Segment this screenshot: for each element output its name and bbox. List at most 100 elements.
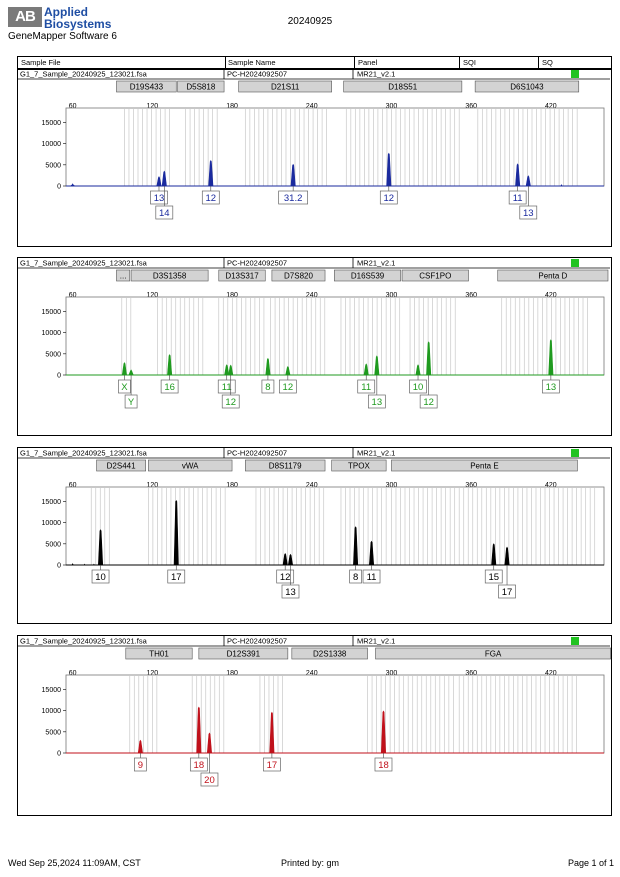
locus-label: D3S1358 [153, 272, 187, 281]
allele-call-label: 16 [164, 382, 175, 393]
allele-call-label: 12 [283, 382, 294, 393]
x-tick-label: 60 [69, 670, 77, 677]
column-divider [459, 57, 460, 69]
sample-name: PC-H2024092507 [227, 259, 287, 268]
allele-call-label: 13 [546, 382, 557, 393]
allele-call-label: 18 [378, 760, 389, 771]
y-tick-label: 5000 [45, 162, 61, 169]
locus-label: D21S11 [271, 83, 300, 92]
allele-call-label: 11 [222, 382, 232, 393]
locus-label: D8S1179 [269, 462, 302, 471]
signal-peak [287, 553, 294, 566]
y-tick-label: 0 [57, 184, 61, 191]
locus-label: D18S51 [388, 83, 417, 92]
signal-peak [374, 355, 380, 376]
x-tick-label: 180 [226, 292, 238, 299]
allele-call-label: 13 [372, 397, 383, 408]
locus-box [96, 459, 147, 472]
x-tick-label: 60 [69, 482, 77, 489]
brand-name: Applied Biosystems [44, 6, 111, 30]
signal-peak [265, 357, 271, 376]
locus-label: D2S441 [107, 462, 136, 471]
locus-box [474, 80, 580, 93]
column-divider [538, 57, 539, 69]
x-tick-label: 120 [147, 482, 159, 489]
signal-peak [82, 563, 87, 566]
sample-name: PC-H2024092507 [227, 449, 287, 458]
allele-call-label: Y [128, 397, 135, 408]
sample-file-name: G1_7_Sample_20240925_123021.fsa [20, 449, 148, 458]
locus-box [291, 647, 368, 660]
allele-call-label: 13 [154, 193, 165, 204]
panel-name: MR21_v2.1 [357, 259, 395, 268]
allele-call-label: 12 [423, 397, 434, 408]
allele-call-box [276, 569, 295, 584]
column-divider [225, 57, 226, 69]
signal-peak [121, 362, 127, 376]
signal-peak [224, 364, 230, 376]
allele-call-box [349, 569, 362, 584]
quality-status-square [571, 637, 579, 645]
allele-call-box [134, 757, 147, 772]
allele-call-box [281, 584, 300, 599]
allele-call-label: 17 [171, 572, 182, 583]
allele-call-box [484, 569, 503, 584]
signal-peak [173, 500, 179, 566]
allele-call-box [419, 394, 438, 409]
x-tick-label: 420 [545, 482, 557, 489]
allele-call-box [263, 757, 281, 772]
locus-box [218, 269, 266, 282]
signal-peak [208, 160, 214, 187]
allele-call-label: 31.2 [284, 193, 303, 204]
signal-peak [269, 711, 275, 754]
x-tick-label: 60 [69, 292, 77, 299]
locus-label: FGA [485, 650, 502, 659]
panel-green: G1_7_Sample_20240925_123021.fsa PC-H20240… [17, 257, 610, 409]
allele-call-label: 18 [194, 760, 205, 771]
plot-area [65, 107, 605, 187]
locus-box [391, 459, 578, 472]
panel-name: MR21_v2.1 [357, 70, 395, 79]
locus-label: CSF1PO [419, 272, 451, 281]
allele-call-box [367, 394, 386, 409]
plot-area [65, 674, 605, 754]
x-tick-label: 120 [147, 292, 159, 299]
allele-call-box [200, 772, 219, 787]
allele-call-box [167, 569, 186, 584]
allele-call-box [519, 205, 538, 220]
panel-black: G1_7_Sample_20240925_123021.fsa PC-H20240… [17, 447, 610, 599]
locus-label: D6S1043 [510, 83, 544, 92]
signal-peak [282, 552, 288, 566]
electropherogram-panel-blue [17, 68, 612, 247]
x-tick-label: 360 [465, 482, 477, 489]
allele-call-box [150, 190, 168, 205]
panel-name: MR21_v2.1 [357, 449, 395, 458]
y-tick-label: 10000 [42, 141, 62, 148]
locus-box [148, 459, 233, 472]
allele-call-label: 17 [267, 760, 278, 771]
locus-box [497, 269, 609, 282]
sample-file-name: G1_7_Sample_20240925_123021.fsa [20, 259, 148, 268]
allele-call-label: 12 [280, 572, 291, 583]
sample-name: PC-H2024092507 [227, 70, 287, 79]
allele-call-box [379, 190, 398, 205]
locus-label: D2S1338 [313, 650, 347, 659]
allele-call-box [221, 394, 240, 409]
brand-logo-mark: AB [8, 7, 42, 27]
x-tick-label: 240 [306, 482, 318, 489]
y-tick-label: 10000 [42, 330, 62, 337]
locus-label: D5S818 [186, 83, 215, 92]
quality-status-square [571, 259, 579, 267]
allele-call-box [278, 190, 309, 205]
signal-peak [386, 152, 392, 187]
allele-call-box [542, 379, 560, 394]
column-sample-file: Sample File [21, 58, 61, 67]
signal-peak [353, 526, 359, 566]
allele-call-box [124, 394, 138, 409]
signal-peak [559, 184, 564, 187]
signal-peak [128, 369, 134, 376]
locus-label: vWA [182, 462, 199, 471]
allele-call-label: 13 [285, 587, 296, 598]
signal-peak [69, 183, 76, 187]
column-panel: Panel [358, 58, 378, 67]
